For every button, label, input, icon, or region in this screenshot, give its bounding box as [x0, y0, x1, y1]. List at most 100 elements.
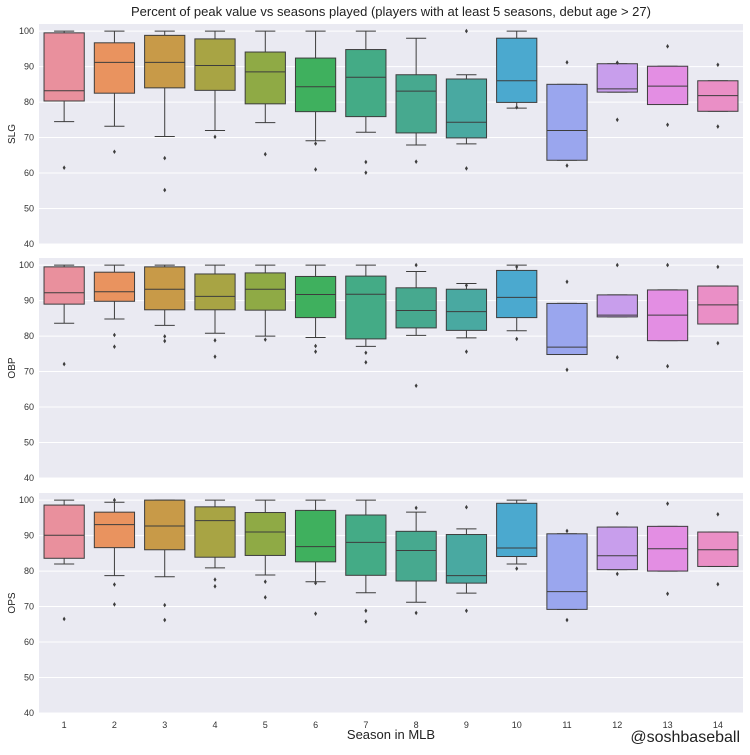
- box-13: [646, 501, 689, 597]
- outlier-point: [163, 187, 167, 193]
- y-tick-label: 60: [24, 168, 34, 178]
- y-tick-label: 70: [24, 133, 34, 143]
- outlier-point: [364, 608, 368, 614]
- outlier-point: [464, 608, 468, 614]
- y-tick-label: 40: [24, 708, 34, 718]
- outlier-point: [666, 501, 670, 506]
- box-2: [93, 264, 136, 350]
- box-body: [144, 266, 186, 311]
- box-14: [697, 62, 739, 129]
- x-axis-label: Season in MLB: [347, 727, 435, 742]
- x-tick-label: 3: [162, 720, 167, 730]
- outlier-point: [615, 355, 619, 360]
- box-7: [345, 30, 387, 175]
- box-6: [294, 499, 337, 616]
- box-body: [194, 506, 236, 558]
- y-tick-label: 80: [24, 97, 34, 107]
- x-tick-label: 1: [62, 720, 67, 730]
- outlier-point: [716, 62, 720, 68]
- box-body: [596, 294, 638, 318]
- box-body: [43, 32, 85, 102]
- outlier-point: [615, 60, 619, 65]
- outlier-point: [112, 149, 116, 155]
- outlier-point: [565, 163, 569, 168]
- outlier-point: [62, 361, 66, 367]
- y-tick-label: 100: [19, 260, 34, 270]
- box-11: [546, 60, 588, 168]
- box-8: [395, 37, 437, 164]
- x-tick-label: 5: [263, 720, 268, 730]
- outlier-point: [364, 360, 368, 365]
- box-8: [395, 262, 437, 389]
- outlier-point: [666, 262, 670, 268]
- box-body: [345, 514, 387, 576]
- outlier-point: [314, 349, 318, 354]
- outlier-point: [112, 497, 116, 503]
- box-body: [93, 42, 136, 94]
- outlier-point: [666, 122, 670, 128]
- box-body: [596, 63, 638, 93]
- box-body: [345, 275, 387, 340]
- outlier-point: [716, 340, 720, 346]
- outlier-point: [515, 336, 519, 342]
- outlier-point: [263, 151, 267, 157]
- y-tick-label: 70: [24, 602, 34, 612]
- outlier-point: [565, 617, 569, 623]
- outlier-point: [515, 105, 519, 110]
- box-body: [294, 57, 337, 113]
- box-12: [596, 60, 638, 123]
- y-tick-label: 50: [24, 673, 34, 683]
- outlier-point: [314, 343, 318, 349]
- x-tick-label: 4: [212, 720, 217, 730]
- outlier-point: [213, 338, 217, 343]
- box-1: [43, 30, 85, 171]
- outlier-point: [414, 610, 418, 616]
- outlier-point: [112, 332, 116, 338]
- box-body: [294, 509, 337, 563]
- box-10: [496, 30, 538, 110]
- credit-label: @soshbaseball: [630, 729, 740, 746]
- box-body: [496, 502, 538, 558]
- outlier-point: [464, 283, 468, 288]
- outlier-point: [565, 279, 569, 285]
- outlier-point: [615, 262, 619, 268]
- panel-slg: 40 50 60 70 80 90 100 SLG: [7, 24, 743, 249]
- box-body: [596, 526, 638, 571]
- y-tick-label: 60: [24, 402, 34, 412]
- y-tick-label: 40: [24, 239, 34, 249]
- box-14: [697, 511, 739, 587]
- box-10: [496, 499, 538, 571]
- y-tick-label: 70: [24, 367, 34, 377]
- box-body: [546, 533, 588, 610]
- box-body: [697, 531, 739, 567]
- outlier-point: [314, 611, 318, 616]
- outlier-point: [263, 579, 267, 585]
- outlier-point: [716, 581, 720, 587]
- outlier-point: [263, 337, 267, 342]
- outlier-point: [163, 617, 167, 623]
- x-tick-label: 9: [464, 720, 469, 730]
- outlier-point: [314, 580, 318, 586]
- panel-obp: 40 50 60 70 80 90 100 OBP: [7, 258, 743, 483]
- outlier-point: [716, 511, 720, 517]
- y-tick-label: 50: [24, 438, 34, 448]
- box-3: [144, 499, 186, 623]
- outlier-point: [163, 155, 167, 161]
- outlier-point: [565, 367, 569, 373]
- box-body: [546, 83, 588, 161]
- box-body: [646, 65, 689, 106]
- box-12: [596, 511, 638, 577]
- outlier-point: [364, 159, 368, 165]
- outlier-point: [414, 159, 418, 164]
- outlier-point: [515, 264, 519, 270]
- y-tick-label: 100: [19, 495, 34, 505]
- box-11: [546, 279, 588, 373]
- outlier-point: [364, 170, 368, 175]
- box-body: [395, 74, 437, 134]
- box-body: [496, 269, 538, 319]
- box-5: [244, 264, 286, 342]
- outlier-point: [213, 584, 217, 589]
- box-4: [194, 30, 236, 140]
